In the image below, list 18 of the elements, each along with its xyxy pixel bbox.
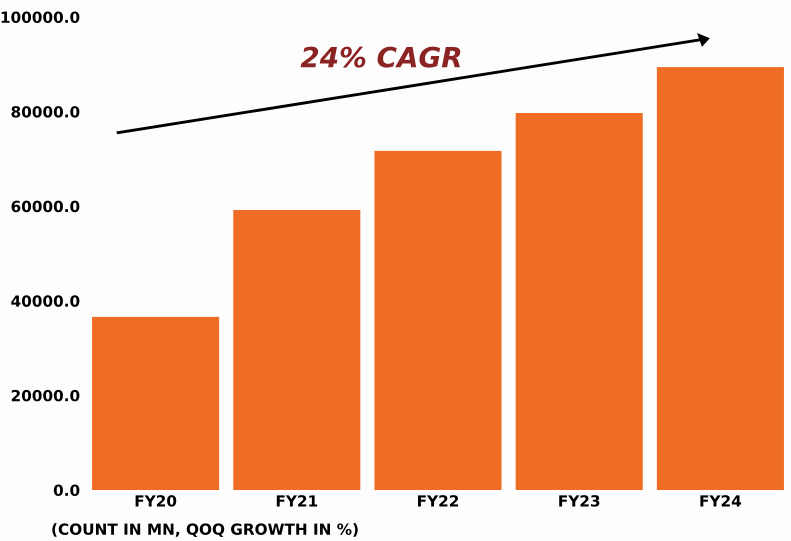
y-tick-label: 60000.0 [12, 200, 80, 212]
bar [374, 150, 502, 490]
y-tick-label: 20000.0 [12, 390, 80, 402]
bar [656, 67, 784, 490]
y-tick-label: 80000.0 [11, 106, 80, 118]
y-tick-label: 100000.0 [2, 11, 80, 24]
bar [516, 113, 643, 490]
x-tick-label: FY20 [136, 495, 176, 507]
y-tick-label: 40000.0 [11, 295, 80, 307]
bar [92, 316, 220, 490]
x-tick-label: FY22 [418, 495, 458, 506]
x-axis-title: (COUNT IN MN, QOQ GROWTH IN %) [52, 523, 358, 537]
x-tick-label: FY23 [559, 495, 600, 507]
x-tick-label: FY21 [276, 495, 318, 506]
x-tick-label: FY24 [700, 495, 742, 506]
bar [233, 210, 360, 490]
y-tick-label: 0.0 [54, 484, 80, 496]
annotation: 24% CAGR [300, 46, 460, 68]
